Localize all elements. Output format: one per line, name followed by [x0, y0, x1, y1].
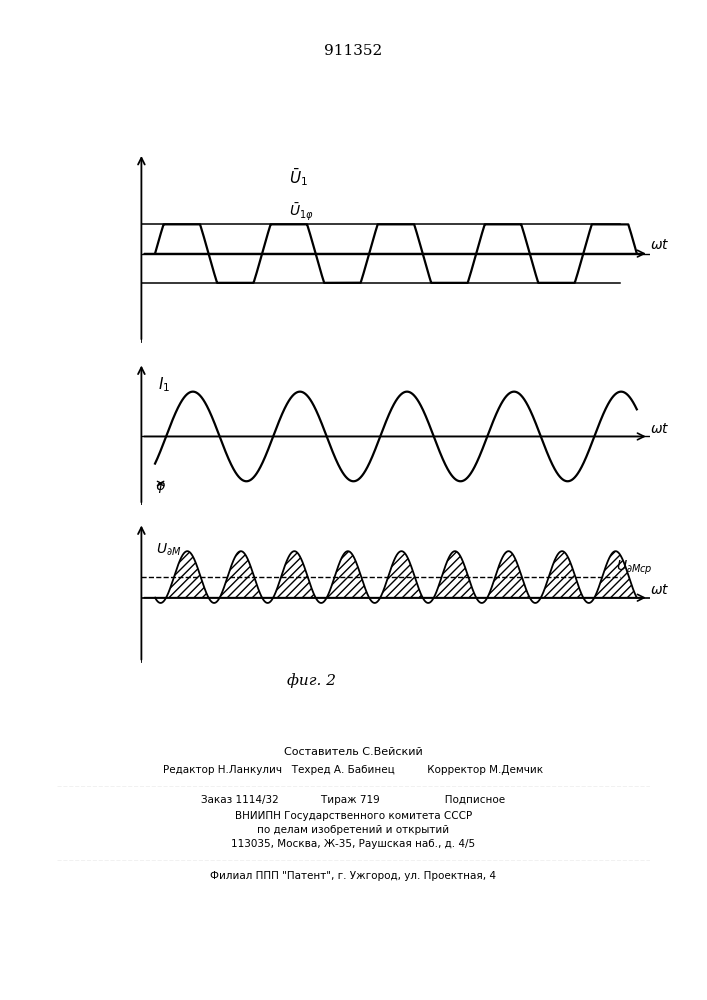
Text: Филиал ППП "Патент", г. Ужгород, ул. Проектная, 4: Филиал ППП "Патент", г. Ужгород, ул. Про… [211, 871, 496, 881]
Text: $U_{\partial Mcp}$: $U_{\partial Mcp}$ [617, 559, 653, 577]
Text: $\bar{U}_1$: $\bar{U}_1$ [289, 166, 308, 188]
Text: $\omega t$: $\omega t$ [650, 583, 669, 597]
Text: $I_1$: $I_1$ [158, 375, 170, 394]
Text: $\omega t$: $\omega t$ [650, 422, 669, 436]
Text: $\bar{U}_{1\varphi}$: $\bar{U}_{1\varphi}$ [289, 202, 314, 223]
Text: 911352: 911352 [325, 44, 382, 58]
Text: Составитель С.Вейский: Составитель С.Вейский [284, 747, 423, 757]
Text: $\omega t$: $\omega t$ [650, 238, 669, 252]
Text: по делам изобретений и открытий: по делам изобретений и открытий [257, 825, 450, 835]
Text: Заказ 1114/32             Тираж 719                    Подписное: Заказ 1114/32 Тираж 719 Подписное [201, 795, 506, 805]
Text: $\varphi$: $\varphi$ [155, 480, 166, 495]
Text: $U_{\partial M}$: $U_{\partial M}$ [156, 542, 181, 558]
Text: 113035, Москва, Ж-35, Раушская наб., д. 4/5: 113035, Москва, Ж-35, Раушская наб., д. … [231, 839, 476, 849]
Text: ВНИИПН Государственного комитета СССР: ВНИИПН Государственного комитета СССР [235, 811, 472, 821]
Text: фиг. 2: фиг. 2 [286, 673, 336, 688]
Text: Редактор Н.Ланкулич   Техред А. Бабинец          Корректор М.Демчик: Редактор Н.Ланкулич Техред А. Бабинец Ко… [163, 765, 544, 775]
